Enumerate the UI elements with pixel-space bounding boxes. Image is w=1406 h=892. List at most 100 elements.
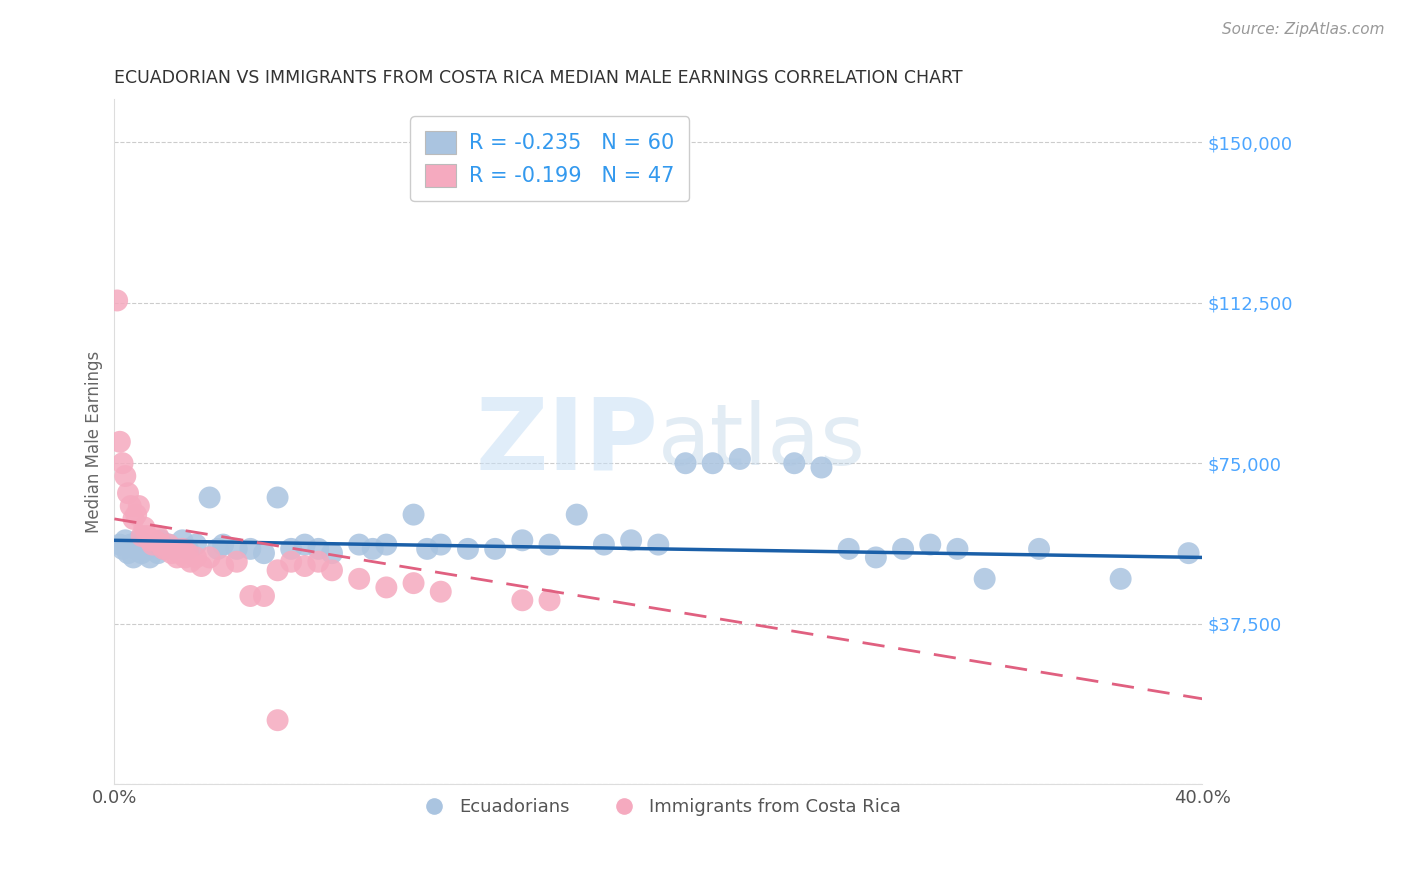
Point xyxy=(163,541,186,556)
Point xyxy=(783,456,806,470)
Point xyxy=(512,533,534,548)
Point xyxy=(160,546,183,560)
Point xyxy=(108,434,131,449)
Point xyxy=(177,541,200,556)
Point xyxy=(136,529,159,543)
Point xyxy=(838,541,860,556)
Point xyxy=(416,541,439,556)
Point xyxy=(347,572,370,586)
Point xyxy=(538,538,561,552)
Point xyxy=(134,538,156,552)
Point xyxy=(429,584,451,599)
Point xyxy=(125,508,148,522)
Point xyxy=(702,456,724,470)
Point xyxy=(163,541,186,556)
Point xyxy=(484,541,506,556)
Point xyxy=(131,529,153,543)
Point xyxy=(207,541,229,556)
Point xyxy=(105,293,128,308)
Point xyxy=(1028,541,1050,556)
Point xyxy=(253,546,276,560)
Point xyxy=(512,593,534,607)
Point xyxy=(190,559,212,574)
Point xyxy=(143,533,166,548)
Point xyxy=(146,529,169,543)
Point xyxy=(1177,546,1199,560)
Point xyxy=(675,456,697,470)
Point xyxy=(149,538,172,552)
Point xyxy=(565,508,588,522)
Point xyxy=(136,541,159,556)
Text: ZIP: ZIP xyxy=(475,393,658,491)
Point xyxy=(280,555,302,569)
Point xyxy=(307,555,329,569)
Point xyxy=(865,550,887,565)
Point xyxy=(120,499,142,513)
Point xyxy=(117,486,139,500)
Point xyxy=(169,546,191,560)
Point xyxy=(152,541,174,556)
Point xyxy=(239,589,262,603)
Text: ECUADORIAN VS IMMIGRANTS FROM COSTA RICA MEDIAN MALE EARNINGS CORRELATION CHART: ECUADORIAN VS IMMIGRANTS FROM COSTA RICA… xyxy=(114,69,963,87)
Point xyxy=(125,541,148,556)
Point xyxy=(307,541,329,556)
Point xyxy=(198,550,221,565)
Point xyxy=(139,533,162,548)
Point xyxy=(347,538,370,552)
Point xyxy=(402,508,425,522)
Point xyxy=(143,538,166,552)
Point xyxy=(152,541,174,556)
Point xyxy=(177,546,200,560)
Point xyxy=(184,538,207,552)
Point xyxy=(361,541,384,556)
Point xyxy=(457,541,479,556)
Point xyxy=(114,533,136,548)
Point xyxy=(114,469,136,483)
Point xyxy=(108,538,131,552)
Point xyxy=(266,563,288,577)
Point xyxy=(157,538,180,552)
Point xyxy=(212,559,235,574)
Point xyxy=(266,713,288,727)
Point xyxy=(620,533,643,548)
Point xyxy=(117,546,139,560)
Point xyxy=(172,541,194,556)
Point xyxy=(166,550,188,565)
Point xyxy=(155,541,177,556)
Point xyxy=(120,538,142,552)
Point xyxy=(810,460,832,475)
Legend: Ecuadorians, Immigrants from Costa Rica: Ecuadorians, Immigrants from Costa Rica xyxy=(409,791,908,823)
Point xyxy=(321,563,343,577)
Point xyxy=(180,555,202,569)
Point xyxy=(946,541,969,556)
Point xyxy=(139,550,162,565)
Point xyxy=(157,538,180,552)
Point xyxy=(122,550,145,565)
Point xyxy=(402,576,425,591)
Point xyxy=(538,593,561,607)
Point xyxy=(141,538,163,552)
Point xyxy=(280,541,302,556)
Point xyxy=(321,546,343,560)
Point xyxy=(920,538,942,552)
Point xyxy=(128,533,150,548)
Text: atlas: atlas xyxy=(658,401,866,483)
Point xyxy=(225,541,247,556)
Point xyxy=(647,538,669,552)
Point xyxy=(128,499,150,513)
Text: Source: ZipAtlas.com: Source: ZipAtlas.com xyxy=(1222,22,1385,37)
Point xyxy=(111,456,134,470)
Y-axis label: Median Male Earnings: Median Male Earnings xyxy=(86,351,103,533)
Point xyxy=(891,541,914,556)
Point xyxy=(172,533,194,548)
Point xyxy=(184,550,207,565)
Point xyxy=(429,538,451,552)
Point xyxy=(225,555,247,569)
Point xyxy=(728,452,751,467)
Point xyxy=(198,491,221,505)
Point xyxy=(294,559,316,574)
Point xyxy=(1109,572,1132,586)
Point xyxy=(149,533,172,548)
Point xyxy=(294,538,316,552)
Point xyxy=(134,520,156,534)
